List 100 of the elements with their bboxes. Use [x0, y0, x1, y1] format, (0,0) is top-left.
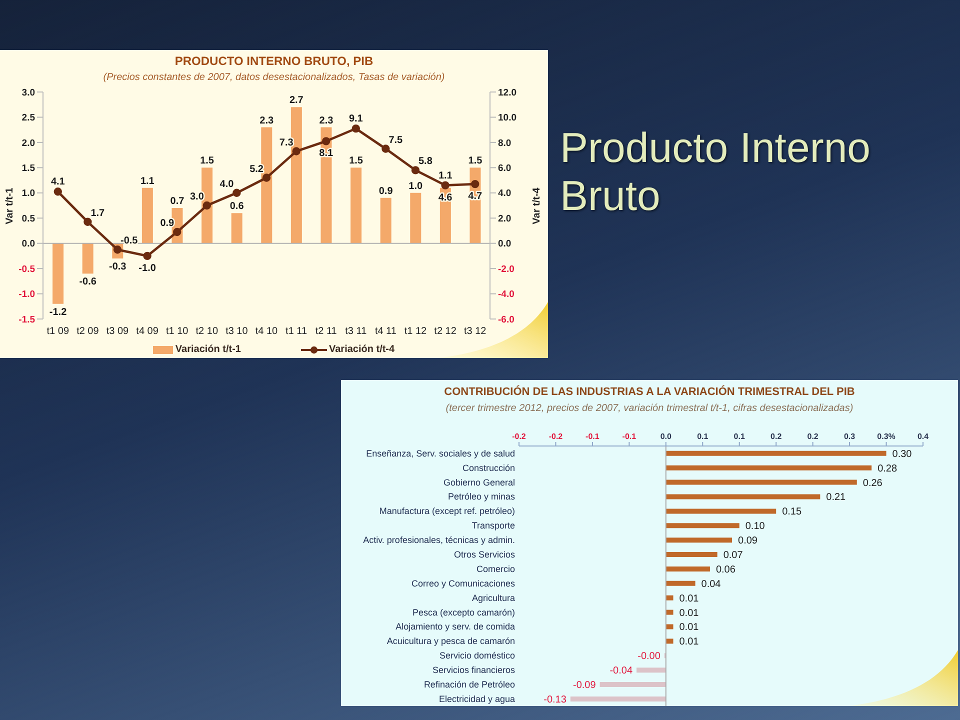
bar	[636, 668, 666, 673]
data-label: 1.1	[438, 170, 453, 182]
data-label: 0.06	[716, 564, 736, 576]
data-label: 0.04	[701, 578, 722, 590]
x-tick-label: t3 12	[464, 326, 487, 338]
bar	[570, 696, 666, 702]
x-tick-label: t4 09	[136, 326, 159, 338]
legend-label: Variación t/t-4	[329, 344, 395, 355]
data-label: -0.00	[638, 651, 661, 662]
bar	[350, 168, 362, 244]
x-tick-label: t3 10	[226, 326, 248, 338]
x-tick-label: t1 09	[46, 326, 70, 338]
y-tick-label: 2.5	[22, 112, 36, 124]
y-tick-label: Otros Servicios	[454, 549, 516, 560]
y-tick-label: Construcción	[462, 462, 515, 473]
bar	[380, 198, 392, 244]
data-label: 0.01	[679, 622, 700, 634]
data-label: 0.01	[679, 608, 700, 619]
y-tick-label: -0.5	[18, 264, 36, 275]
bar	[666, 450, 886, 456]
y-tick-label: 1.5	[22, 162, 36, 174]
data-label: 0.9	[378, 186, 394, 197]
y2-tick-label: 4.0	[498, 188, 512, 200]
data-label: 1.7	[90, 208, 106, 219]
data-label: 3.0	[190, 192, 204, 202]
bar	[666, 566, 710, 572]
x-tick-label: t1 11	[286, 326, 308, 338]
x-tick-label: t4 11	[374, 326, 397, 338]
bar	[202, 168, 213, 244]
data-label: 1.5	[200, 156, 214, 167]
y-tick-label: Refinación de Petróleo	[424, 679, 515, 690]
data-label: 9.1	[348, 114, 364, 125]
data-label: 4.0	[220, 178, 234, 190]
y2-tick-label: 8.0	[498, 138, 512, 149]
data-label: 0.9	[160, 218, 175, 229]
y-tick-label: Servicio doméstico	[439, 650, 515, 661]
bar	[666, 523, 740, 528]
data-label: 4.1	[50, 176, 66, 188]
data-label: 2.7	[289, 95, 304, 106]
data-label: -0.6	[79, 276, 97, 288]
y-tick-label: Alojamiento y serv. de comida	[396, 622, 515, 632]
y-tick-label: Acuicultura y pesca de camarón	[386, 636, 515, 646]
bar	[666, 610, 674, 615]
x-tick-label: t2 10	[196, 326, 218, 338]
x-tick-label: t1 12	[404, 326, 428, 338]
y-tick-label: Electricidad y agua	[438, 694, 515, 704]
y-tick-label: Petróleo y minas	[448, 492, 516, 502]
x-tick-label: t4 10	[255, 326, 278, 338]
x-tick-label: t2 09	[76, 326, 100, 338]
bar	[666, 624, 674, 630]
data-label: 5.8	[418, 156, 433, 168]
y-tick-label: Servicios financieros	[432, 665, 516, 676]
bar	[142, 188, 153, 244]
y2-tick-label: 10.0	[498, 112, 516, 124]
y-tick-label: -1.5	[18, 314, 36, 326]
x-tick-label: 0.2	[770, 432, 782, 441]
y-tick-label: Transporte	[472, 520, 515, 531]
y-tick-label: Correo y Comunicaciones	[411, 578, 516, 588]
data-label: 2.3	[319, 115, 334, 126]
data-label: 0.07	[723, 550, 744, 562]
bar	[666, 480, 857, 485]
x-tick-label: t3 11	[345, 326, 368, 338]
data-label: -0.04	[610, 666, 633, 677]
y2-tick-label: -2.0	[498, 264, 514, 275]
data-label: 0.09	[738, 536, 758, 547]
data-label: 7.3	[279, 137, 294, 148]
data-label: -0.5	[120, 236, 138, 247]
y-tick-label: -1.0	[18, 289, 35, 300]
data-label: 1.5	[349, 156, 364, 167]
point	[292, 147, 300, 156]
data-label: 0.01	[679, 636, 700, 648]
data-label: 0.21	[826, 492, 846, 504]
data-label: 0.01	[679, 593, 700, 604]
bar	[666, 595, 674, 600]
data-label: 5.2	[250, 164, 264, 175]
bar	[261, 127, 272, 244]
x-tick-label: 0.0	[660, 432, 672, 441]
data-label: 0.28	[878, 463, 898, 474]
bar	[231, 213, 242, 244]
y2-tick-label: 6.0	[498, 162, 512, 174]
bar	[600, 682, 666, 688]
data-label: 0.30	[892, 448, 912, 460]
bar	[320, 127, 332, 244]
x-tick-label: t2 11	[315, 326, 338, 338]
y-tick-label: 2.0	[22, 138, 35, 149]
point	[322, 137, 330, 146]
data-label: -1.2	[49, 306, 68, 318]
chart-title: CONTRIBUCIÓN DE LAS INDUSTRIAS A LA VARIACIÓN TRIMESTRAL DEL PIB	[443, 385, 856, 400]
y-axis-title: Var t/t-1	[4, 187, 16, 224]
chart-subtitle: (Precios constantes de 2007, datos desestacionalizados, Tasas de variación)	[102, 71, 446, 85]
data-label: -1.0	[138, 262, 156, 274]
point	[84, 218, 92, 226]
y-tick-label: Comercio	[476, 564, 515, 574]
x-tick-label: 0.3%	[877, 432, 896, 441]
data-label: -0.09	[573, 680, 596, 692]
x-tick-label: -0.1	[622, 432, 637, 441]
bar	[666, 552, 718, 558]
y-tick-label: Manufactura (except ref. petróleo)	[379, 506, 515, 516]
point	[173, 228, 182, 236]
text: Producto Interno Bruto	[560, 124, 872, 220]
